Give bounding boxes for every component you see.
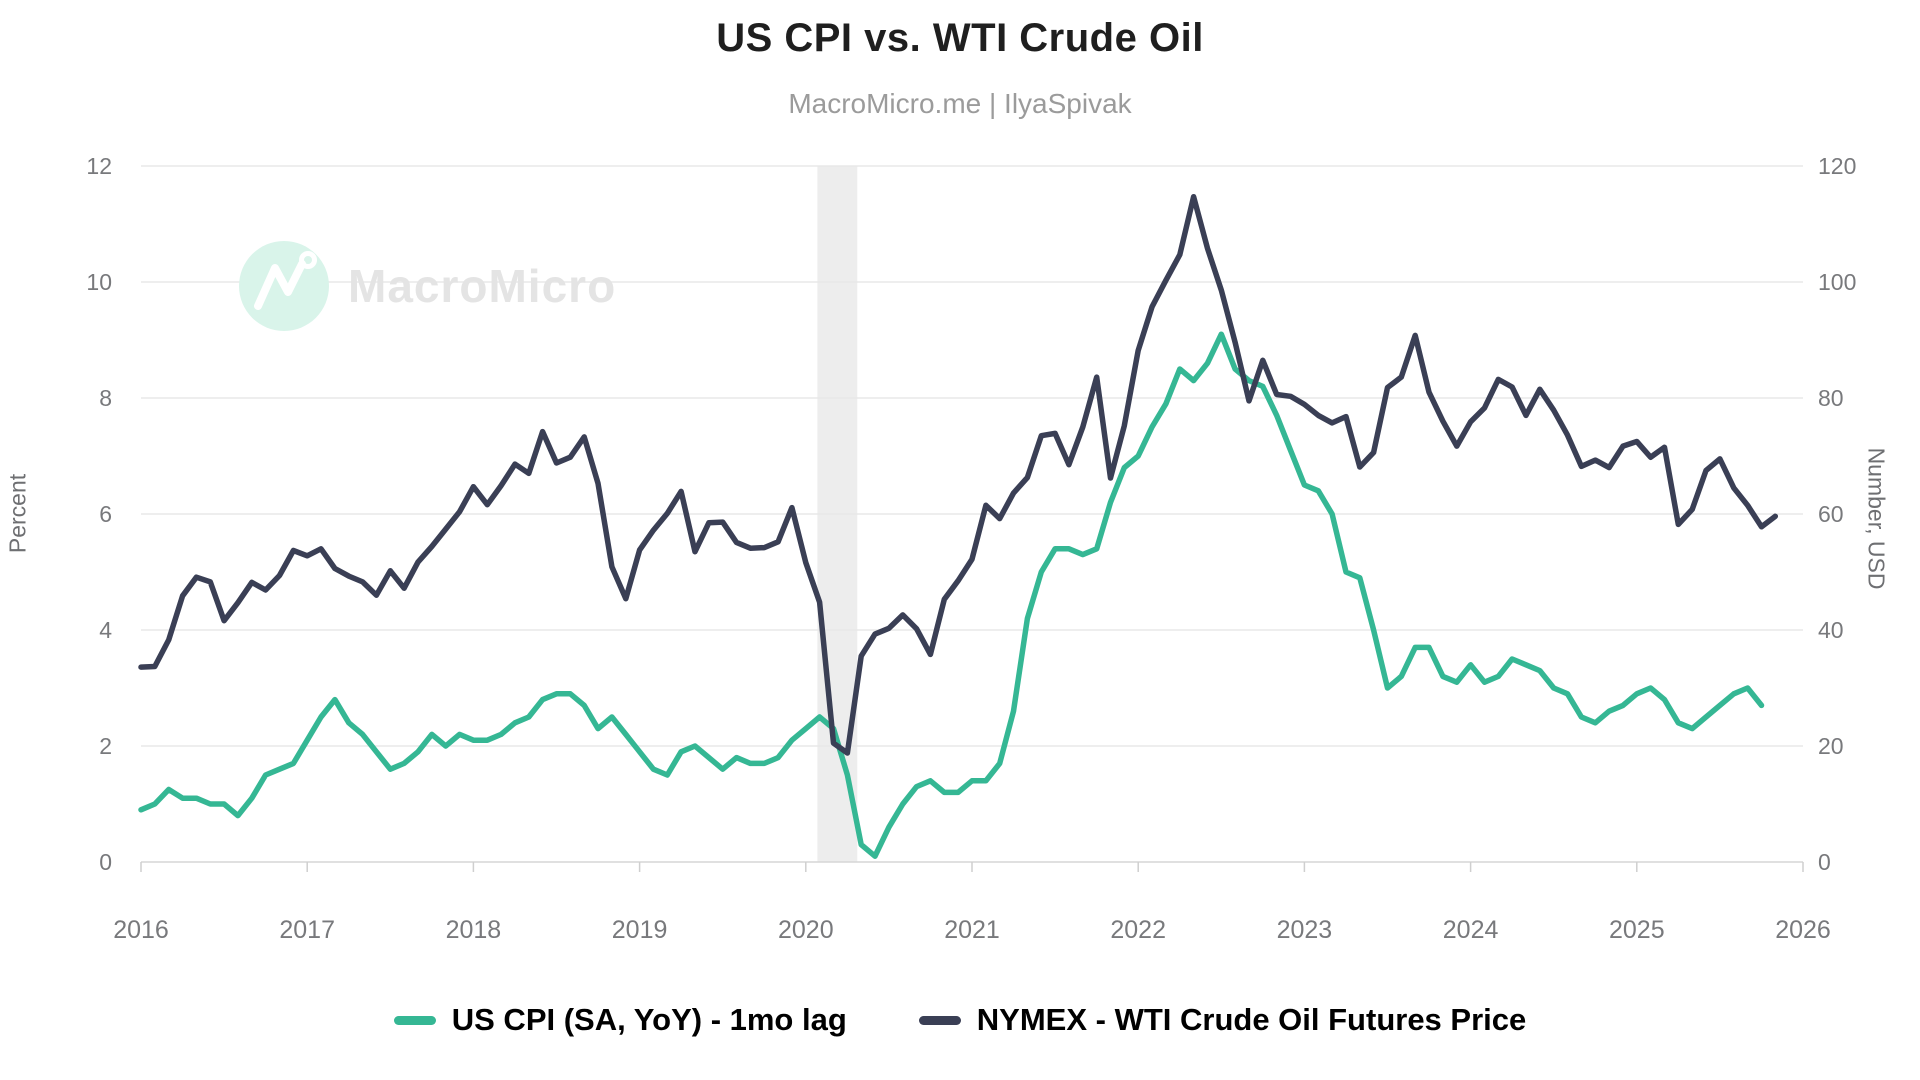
wti-legend-label: NYMEX - WTI Crude Oil Futures Price [976, 1002, 1527, 1037]
right-axis-tick-label: 0 [1818, 849, 1831, 875]
legend: US CPI (SA, YoY) - 1mo lag NYMEX - WTI C… [0, 1002, 1920, 1038]
wti-legend-swatch-icon [918, 1015, 961, 1025]
right-axis-tick-label: 60 [1818, 501, 1844, 527]
x-axis-tick-label: 2021 [944, 916, 1000, 944]
x-axis-tick-label: 2019 [612, 916, 668, 944]
x-axis-tick-label: 2017 [279, 916, 335, 944]
series-line-wti [138, 193, 1779, 756]
right-axis-title: Number, USD [1863, 447, 1890, 590]
x-axis-tick-label: 2026 [1775, 916, 1831, 944]
x-axis-tick-label: 2023 [1277, 916, 1333, 944]
chart-title: US CPI vs. WTI Crude Oil [716, 16, 1204, 60]
legend-item-wti[interactable]: NYMEX - WTI Crude Oil Futures Price [918, 1002, 1527, 1038]
x-axis-tick-label: 2024 [1443, 916, 1499, 944]
right-axis-tick-label: 20 [1818, 733, 1844, 759]
left-axis-tick-label: 10 [86, 269, 112, 295]
x-axis-tick-label: 2018 [446, 916, 502, 944]
right-axis-tick-label: 120 [1818, 153, 1856, 179]
left-axis-tick-label: 8 [99, 385, 112, 411]
left-axis-title: Percent [4, 473, 31, 554]
left-axis-tick-label: 12 [86, 153, 112, 179]
x-axis-tick-label: 2016 [113, 916, 169, 944]
left-axis-tick-label: 2 [99, 733, 112, 759]
cpi-legend-label: US CPI (SA, YoY) - 1mo lag [451, 1002, 847, 1037]
x-axis-tick-label: 2022 [1110, 916, 1166, 944]
chart-subtitle: MacroMicro.me | IlyaSpivak [788, 88, 1132, 119]
left-axis-tick-label: 0 [99, 849, 112, 875]
left-axis-tick-label: 6 [99, 501, 112, 527]
right-axis-tick-label: 40 [1818, 617, 1844, 643]
x-axis-tick-label: 2020 [778, 916, 834, 944]
x-axis-tick-label: 2025 [1609, 916, 1665, 944]
right-axis-tick-label: 100 [1818, 269, 1856, 295]
left-axis-tick-label: 4 [99, 617, 112, 643]
legend-item-cpi[interactable]: US CPI (SA, YoY) - 1mo lag [393, 1002, 847, 1038]
right-axis-tick-label: 80 [1818, 385, 1844, 411]
series-line-cpi [138, 331, 1765, 859]
cpi-legend-swatch-icon [393, 1015, 436, 1025]
